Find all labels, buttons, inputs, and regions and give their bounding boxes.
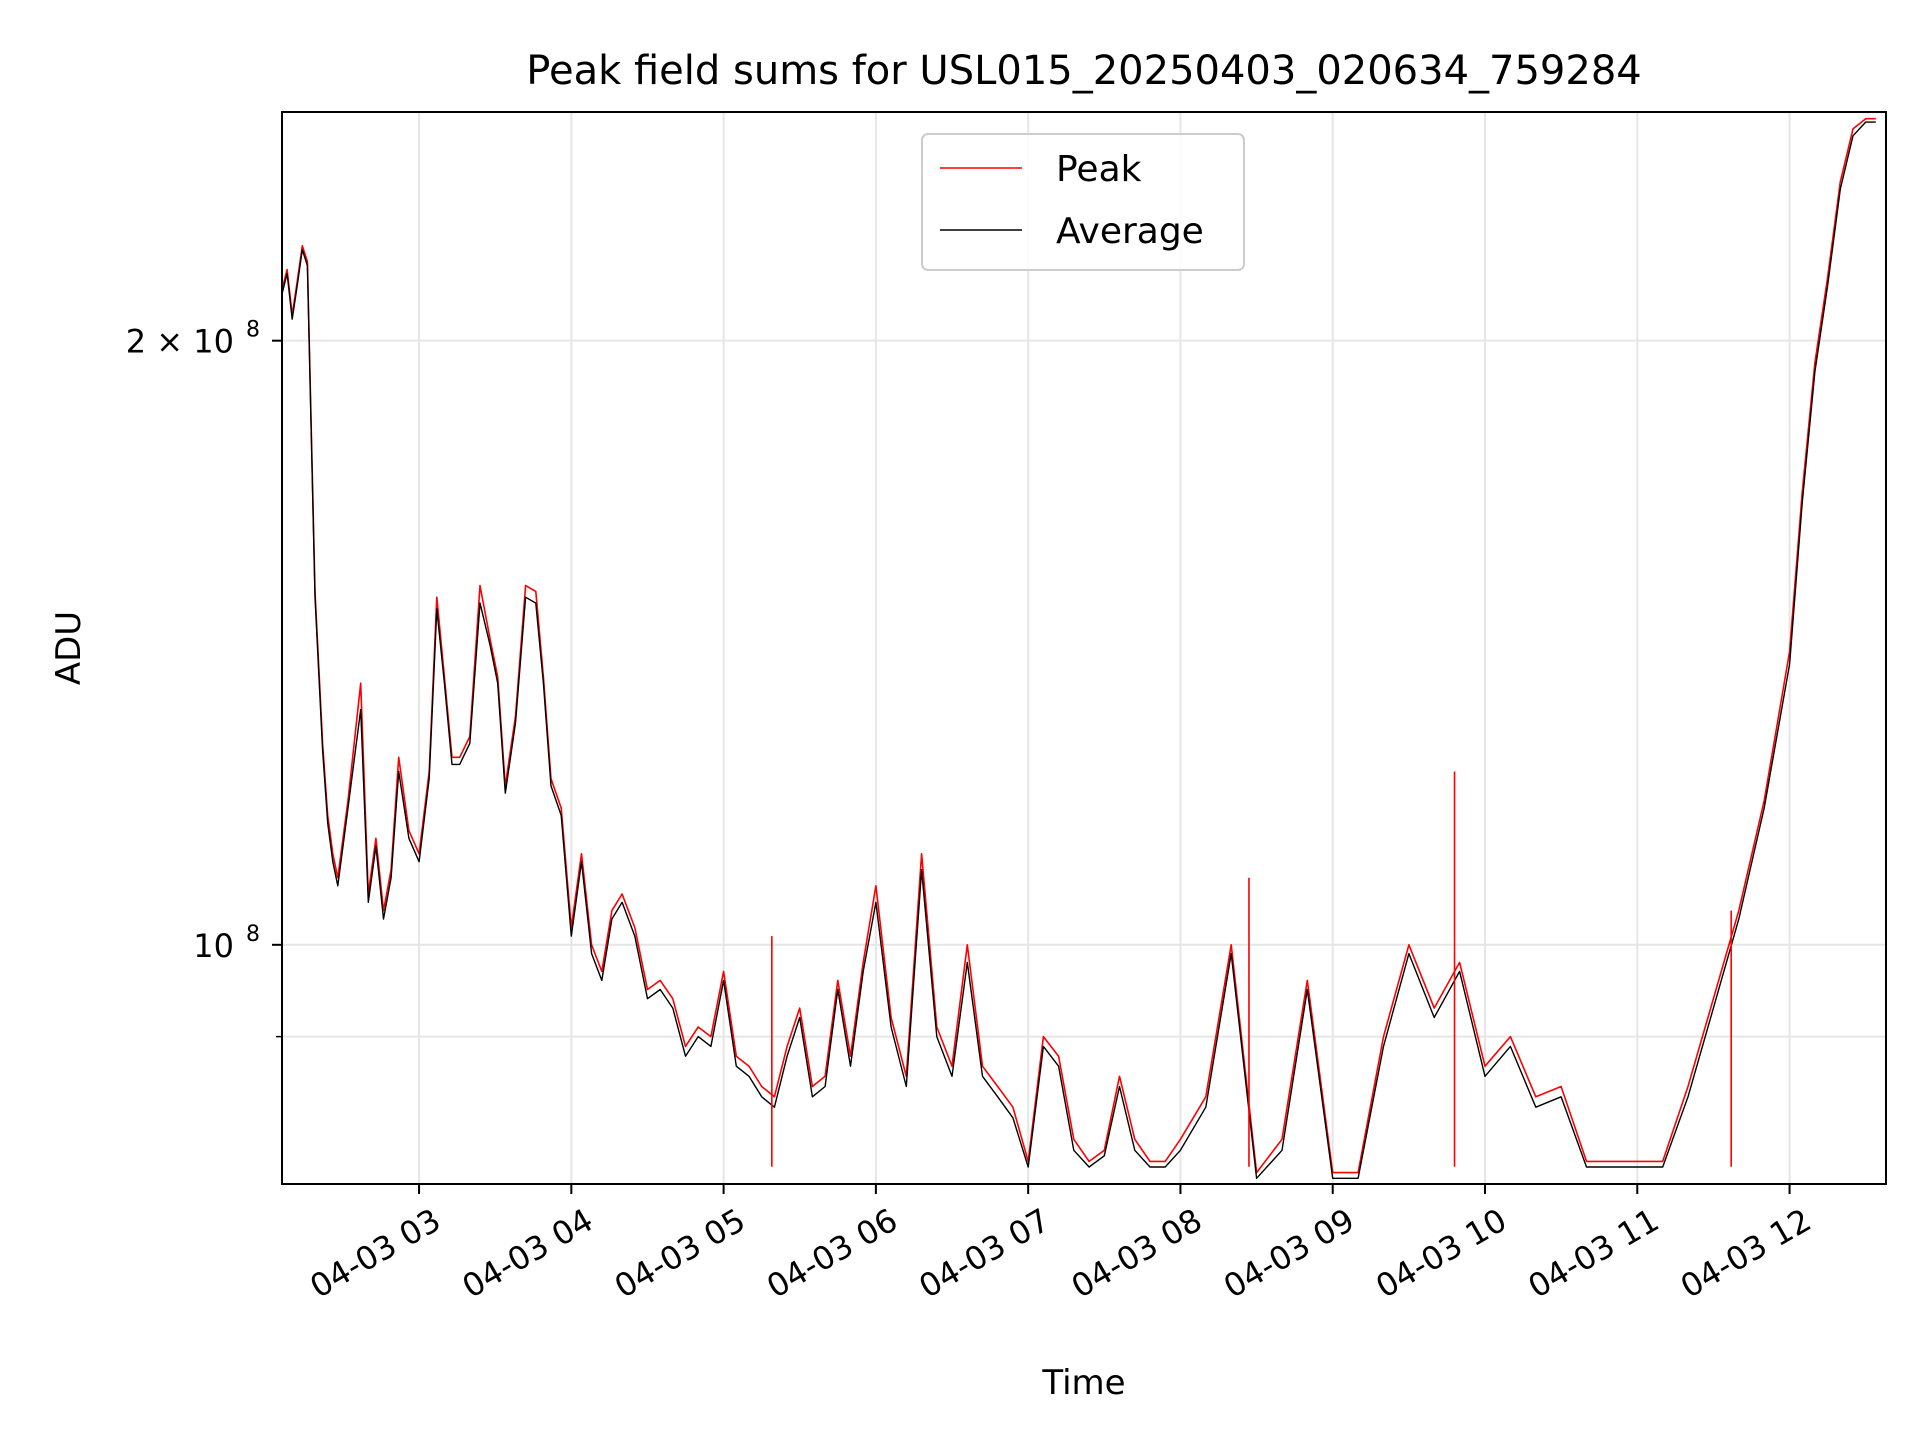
chart-title: Peak field sums for USL015_20250403_0206… [526,48,1641,94]
x-axis-label: Time [1041,1363,1125,1403]
y-axis-label: ADU [49,611,89,685]
y-tick-label: 2 × 10 [126,323,234,361]
y-tick-exponent: 8 [246,922,260,947]
legend-peak-label: Peak [1056,149,1142,190]
y-tick-exponent: 8 [246,318,260,343]
series-line-average [282,121,1876,1179]
y-tick-label: 10 [193,927,234,965]
y-axis-ticks: 2 × 10 8 10 8 [126,318,282,1038]
series-line-peak [282,117,1876,1174]
plot-frame [281,111,1887,1185]
series-layer [282,117,1876,1179]
legend: Peak Average [921,133,1245,271]
legend-average-label: Average [1056,211,1204,252]
